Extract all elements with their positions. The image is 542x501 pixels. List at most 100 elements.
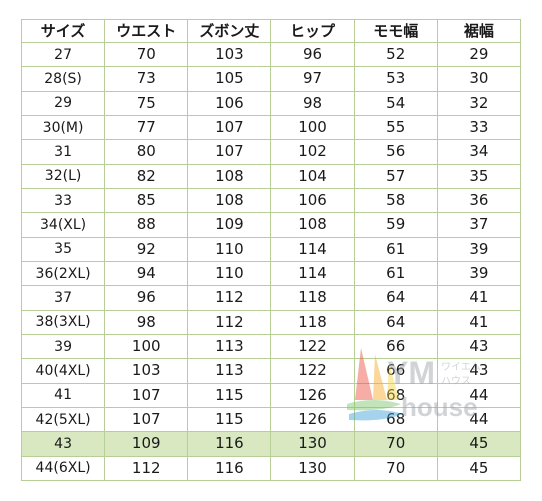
table-row: 43 109 116 130 70 45: [20, 431, 522, 457]
table-row: 32(L) 82 108 104 57 35: [20, 163, 522, 189]
cell-thigh-width: 53: [353, 66, 438, 92]
cell-pants-length: 116: [187, 431, 272, 457]
header-size: サイズ: [20, 19, 106, 43]
cell-pants-length: 106: [187, 90, 272, 116]
cell-thigh-width: 52: [353, 41, 438, 68]
cell-size: 32(L): [20, 163, 106, 189]
cell-size: 27: [20, 41, 106, 68]
cell-pants-length: 116: [187, 455, 272, 482]
cell-hip: 130: [270, 455, 355, 482]
cell-thigh-width: 68: [353, 406, 438, 433]
cell-pants-length: 115: [187, 382, 272, 408]
cell-pants-length: 108: [187, 163, 272, 189]
cell-size: 43: [20, 431, 106, 457]
table-row: 35 92 110 114 61 39: [20, 236, 522, 262]
cell-pants-length: 112: [187, 309, 272, 335]
cell-hem-width: 36: [436, 187, 522, 214]
table-row: 41 107 115 126 68 44: [20, 382, 522, 408]
cell-pants-length: 105: [187, 66, 272, 92]
header-waist: ウエスト: [104, 19, 189, 43]
cell-hem-width: 29: [436, 41, 522, 68]
table-row: 38(3XL) 98 112 118 64 41: [20, 309, 522, 335]
cell-size: 44(6XL): [20, 455, 106, 482]
table-row: 42(5XL) 107 115 126 68 44: [20, 406, 522, 433]
cell-waist: 109: [104, 431, 189, 457]
table-row: 40(4XL) 103 113 122 66 43: [20, 358, 522, 384]
cell-hip: 96: [270, 41, 355, 68]
cell-size: 37: [20, 285, 106, 311]
cell-waist: 96: [104, 285, 189, 311]
table-row: 29 75 106 98 54 32: [20, 90, 522, 116]
cell-size: 41: [20, 382, 106, 408]
cell-hem-width: 45: [436, 431, 522, 457]
cell-waist: 107: [104, 382, 189, 408]
cell-pants-length: 110: [187, 236, 272, 262]
table-row: 34(XL) 88 109 108 59 37: [20, 212, 522, 238]
cell-hem-width: 39: [436, 260, 522, 287]
cell-hip: 106: [270, 187, 355, 214]
cell-hem-width: 44: [436, 382, 522, 408]
cell-waist: 98: [104, 309, 189, 335]
cell-size: 42(5XL): [20, 406, 106, 433]
cell-hip: 102: [270, 139, 355, 165]
cell-size: 40(4XL): [20, 358, 106, 384]
cell-size: 38(3XL): [20, 309, 106, 335]
cell-waist: 100: [104, 333, 189, 360]
cell-hem-width: 44: [436, 406, 522, 433]
cell-hip: 114: [270, 260, 355, 287]
cell-hip: 98: [270, 90, 355, 116]
table-row: 28(S) 73 105 97 53 30: [20, 66, 522, 92]
cell-hip: 108: [270, 212, 355, 238]
cell-hem-width: 43: [436, 333, 522, 360]
cell-thigh-width: 70: [353, 455, 438, 482]
cell-hip: 122: [270, 358, 355, 384]
table-row: 37 96 112 118 64 41: [20, 285, 522, 311]
cell-hip: 118: [270, 309, 355, 335]
cell-thigh-width: 64: [353, 309, 438, 335]
cell-pants-length: 103: [187, 41, 272, 68]
table-row: 36(2XL) 94 110 114 61 39: [20, 260, 522, 287]
cell-waist: 103: [104, 358, 189, 384]
cell-waist: 88: [104, 212, 189, 238]
cell-size: 31: [20, 139, 106, 165]
cell-waist: 85: [104, 187, 189, 214]
cell-waist: 80: [104, 139, 189, 165]
cell-hem-width: 39: [436, 236, 522, 262]
cell-size: 29: [20, 90, 106, 116]
cell-thigh-width: 68: [353, 382, 438, 408]
header-hem-width: 裾幅: [436, 19, 522, 43]
cell-hip: 126: [270, 406, 355, 433]
table-header-row: サイズ ウエスト ズボン丈 ヒップ モモ幅 裾幅: [20, 19, 522, 43]
cell-hem-width: 32: [436, 90, 522, 116]
cell-size: 34(XL): [20, 212, 106, 238]
cell-thigh-width: 59: [353, 212, 438, 238]
cell-hip: 126: [270, 382, 355, 408]
cell-pants-length: 113: [187, 358, 272, 384]
cell-thigh-width: 57: [353, 163, 438, 189]
cell-size: 28(S): [20, 66, 106, 92]
cell-waist: 82: [104, 163, 189, 189]
cell-pants-length: 107: [187, 114, 272, 141]
cell-size: 39: [20, 333, 106, 360]
table-row: 27 70 103 96 52 29: [20, 41, 522, 68]
cell-size: 35: [20, 236, 106, 262]
cell-size: 33: [20, 187, 106, 214]
cell-thigh-width: 66: [353, 333, 438, 360]
cell-thigh-width: 61: [353, 236, 438, 262]
cell-waist: 70: [104, 41, 189, 68]
cell-hem-width: 33: [436, 114, 522, 141]
cell-pants-length: 107: [187, 139, 272, 165]
cell-size: 36(2XL): [20, 260, 106, 287]
size-chart-table: サイズ ウエスト ズボン丈 ヒップ モモ幅 裾幅 27 70 103 96 52 29 28…: [20, 19, 522, 482]
cell-thigh-width: 55: [353, 114, 438, 141]
cell-hip: 97: [270, 66, 355, 92]
cell-waist: 92: [104, 236, 189, 262]
table-row: 39 100 113 122 66 43: [20, 333, 522, 360]
cell-pants-length: 110: [187, 260, 272, 287]
cell-hem-width: 45: [436, 455, 522, 482]
cell-waist: 73: [104, 66, 189, 92]
cell-pants-length: 113: [187, 333, 272, 360]
cell-hip: 122: [270, 333, 355, 360]
cell-waist: 77: [104, 114, 189, 141]
cell-thigh-width: 58: [353, 187, 438, 214]
